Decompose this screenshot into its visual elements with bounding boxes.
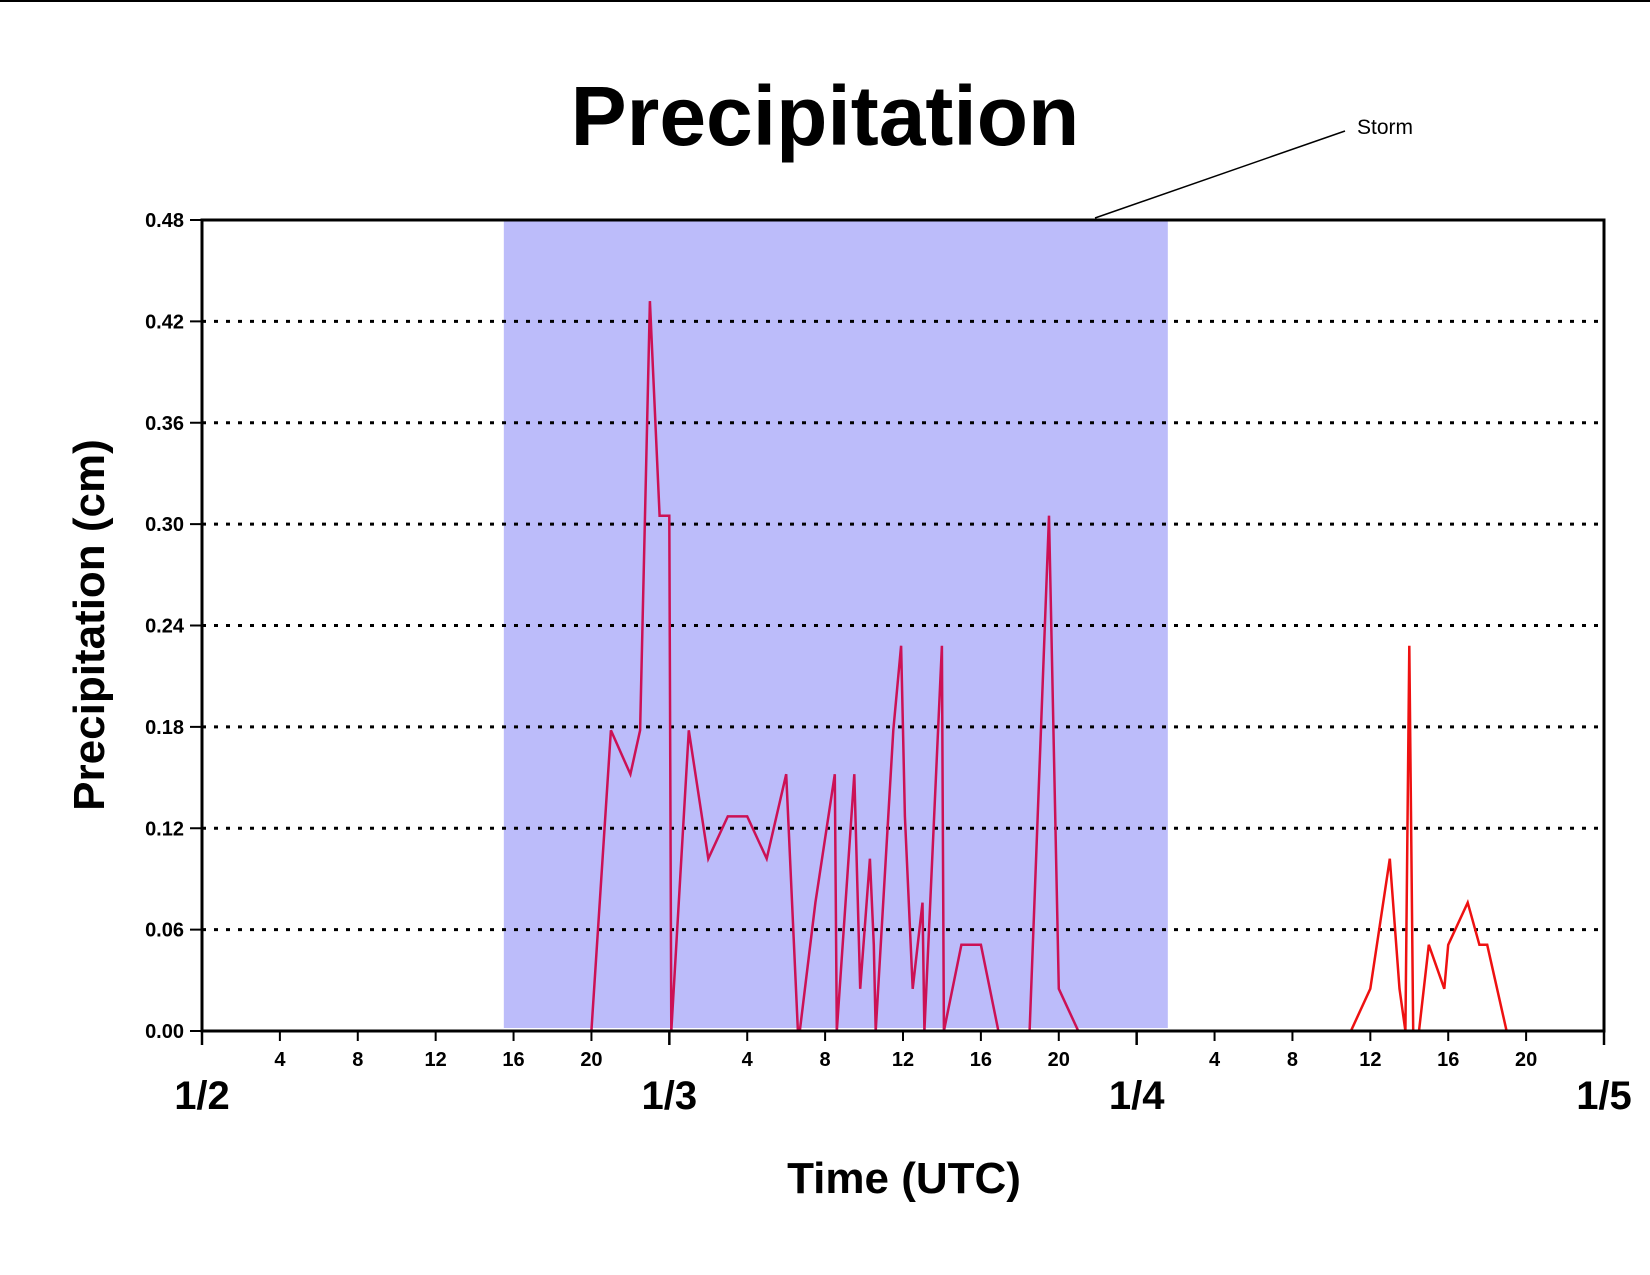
x-day-label: 1/3	[642, 1074, 698, 1118]
x-hour-label: 4	[274, 1049, 286, 1071]
x-hour-label: 16	[502, 1049, 524, 1071]
storm-callout-label: Storm	[1357, 116, 1413, 139]
y-tick-label: 0.30	[145, 514, 184, 536]
x-hour-label: 12	[892, 1049, 914, 1071]
x-hour-label: 8	[352, 1049, 363, 1071]
y-tick-label: 0.18	[145, 717, 184, 739]
y-tick-label: 0.48	[145, 210, 184, 232]
x-hour-label: 20	[580, 1049, 602, 1071]
x-day-label: 1/4	[1109, 1074, 1165, 1118]
storm-callout-line	[1094, 130, 1346, 219]
y-tick-label: 0.42	[145, 311, 184, 333]
x-hour-label: 8	[820, 1049, 831, 1071]
x-hour-label: 20	[1048, 1049, 1070, 1071]
x-hour-label: 4	[742, 1049, 754, 1071]
x-axis-ticks: 1/2 4 8 12 16 20 1/3 4 8 12 16 20 1/4 4 8 12 16 20 1/5	[174, 1031, 1632, 1118]
storm-series-line	[202, 301, 1096, 1033]
y-tick-label: 0.06	[145, 920, 184, 942]
y-axis-ticks: 0.00 0.06 0.12 0.18 0.24 0.30 0.36 0.42 0.48	[145, 210, 202, 1043]
x-hour-label: 16	[1437, 1049, 1459, 1071]
x-hour-label: 4	[1209, 1049, 1221, 1071]
x-hour-label: 20	[1515, 1049, 1537, 1071]
x-day-label: 1/5	[1576, 1074, 1632, 1118]
x-hour-label: 12	[1359, 1049, 1381, 1071]
y-axis-label: Precipitation (cm)	[65, 439, 114, 811]
post-storm-series-line	[1095, 645, 1604, 1033]
y-tick-label: 0.36	[145, 413, 184, 435]
x-hour-label: 16	[970, 1049, 992, 1071]
x-axis-label: Time (UTC)	[787, 1154, 1021, 1203]
x-hour-label: 12	[425, 1049, 447, 1071]
x-day-label: 1/2	[174, 1074, 230, 1118]
chart-title: Precipitation	[571, 69, 1080, 163]
x-hour-label: 8	[1287, 1049, 1298, 1071]
y-tick-label: 0.12	[145, 818, 184, 840]
y-tick-label: 0.24	[145, 616, 185, 638]
y-tick-label: 0.00	[145, 1021, 184, 1043]
